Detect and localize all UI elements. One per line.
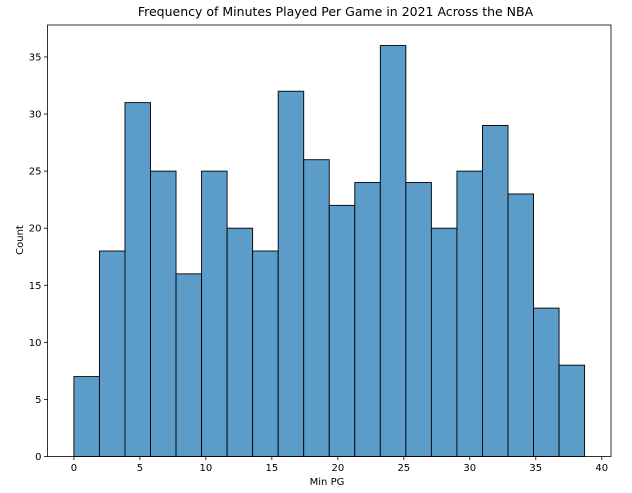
y-tick-label: 0 — [35, 452, 41, 463]
y-tick-label: 30 — [29, 110, 42, 121]
histogram-bar — [405, 182, 432, 457]
histogram-bar — [379, 45, 407, 457]
y-tick-label: 25 — [29, 167, 42, 178]
y-tick-label: 15 — [29, 281, 42, 292]
histogram-bar — [507, 193, 534, 457]
x-tick-label: 5 — [137, 463, 143, 474]
histogram-bar — [124, 102, 151, 457]
histogram-bar — [277, 90, 305, 457]
histogram-bar — [482, 125, 509, 457]
histogram-bar — [558, 364, 586, 457]
histogram-bar — [430, 227, 458, 457]
bars-group — [73, 45, 586, 457]
y-tick-label: 35 — [29, 52, 42, 63]
y-axis-ticks: 0 5 10 15 20 25 30 35 — [29, 52, 48, 463]
x-tick-label: 25 — [397, 463, 410, 474]
x-axis-label: Min PG — [310, 477, 345, 488]
histogram-bar — [201, 170, 228, 457]
x-tick-label: 30 — [463, 463, 476, 474]
histogram-bar — [252, 250, 279, 457]
x-tick-label: 20 — [331, 463, 344, 474]
histogram-bar — [456, 170, 483, 457]
histogram-bar — [328, 204, 356, 457]
x-tick-label: 15 — [265, 463, 278, 474]
y-tick-label: 10 — [29, 338, 42, 349]
histogram-bar — [150, 170, 177, 457]
histogram-bar — [226, 227, 254, 457]
y-tick-label: 5 — [35, 395, 41, 406]
histogram-bar — [73, 376, 100, 457]
y-tick-label: 20 — [29, 224, 42, 235]
chart-title: Frequency of Minutes Played Per Game in … — [138, 4, 534, 19]
x-axis-ticks: 0 5 10 15 20 25 30 35 40 — [71, 456, 608, 474]
histogram-bar — [98, 250, 126, 457]
histogram-bar — [303, 159, 330, 457]
histogram-bar — [175, 273, 203, 457]
plot-frame — [47, 24, 612, 457]
x-tick-label: 10 — [199, 463, 212, 474]
x-tick-label: 0 — [71, 463, 77, 474]
x-tick-label: 40 — [595, 463, 608, 474]
histogram-bar — [354, 182, 381, 457]
y-axis-label: Count — [15, 225, 26, 255]
histogram-bar — [533, 307, 560, 457]
x-tick-label: 35 — [529, 463, 542, 474]
